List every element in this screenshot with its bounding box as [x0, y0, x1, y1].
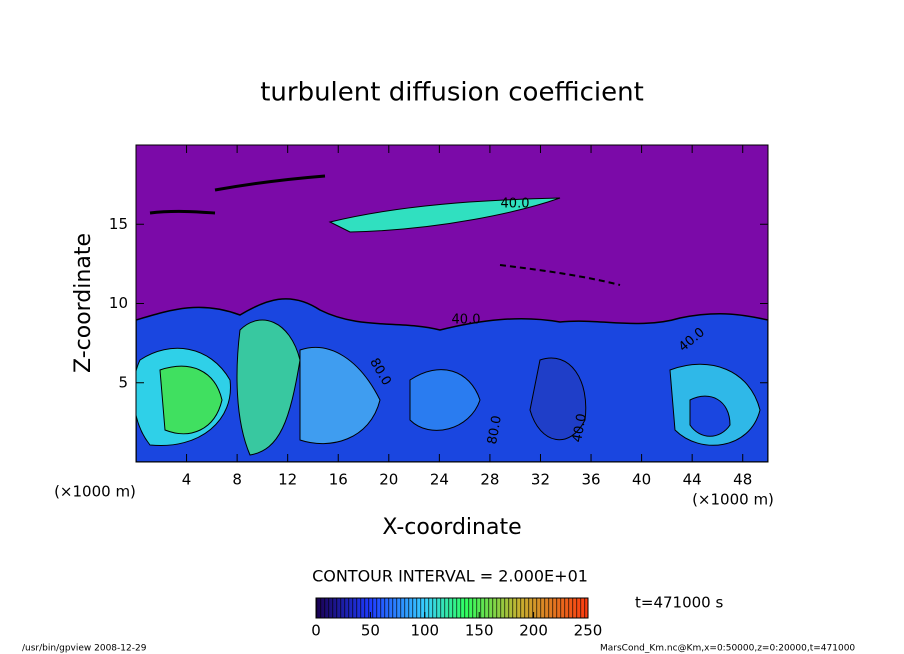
colorbar-tick-label: 150 — [465, 622, 494, 640]
x-axis-label: X-coordinate — [382, 515, 521, 540]
contour-label: 40.0 — [501, 197, 530, 212]
chart-title: turbulent diffusion coefficient — [260, 78, 644, 108]
y-tick-label: 5 — [118, 373, 128, 391]
colorbar-tick-label: 200 — [519, 622, 548, 640]
colorbar-title: CONTOUR INTERVAL = 2.000E+01 — [312, 567, 588, 586]
x-tick-label: 40 — [632, 471, 651, 489]
y-axis-label: Z-coordinate — [71, 233, 96, 373]
x-unit: (×1000 m) — [692, 491, 774, 509]
y-tick-label: 10 — [109, 294, 128, 312]
colorbar-tick-label: 100 — [410, 622, 439, 640]
x-tick-label: 24 — [430, 471, 449, 489]
x-tick-label: 32 — [531, 471, 550, 489]
x-tick-label: 12 — [278, 471, 297, 489]
footer-right: MarsCond_Km.nc@Km,x=0:50000,z=0:20000,t=… — [600, 644, 855, 654]
colorbar-tick-label: 50 — [361, 622, 380, 640]
contour-label: 40.0 — [570, 412, 590, 443]
x-tick-label: 20 — [379, 471, 398, 489]
footer-left: /usr/bin/gpview 2008-12-29 — [22, 644, 147, 654]
time-label: t=471000 s — [635, 594, 723, 612]
x-tick-label: 28 — [480, 471, 499, 489]
contour-label: 40.0 — [452, 313, 481, 328]
colorbar-frame — [315, 597, 589, 619]
colorbar-tick-label: 0 — [311, 622, 321, 640]
x-tick-label: 48 — [733, 471, 752, 489]
x-tick-label: 44 — [683, 471, 702, 489]
field — [136, 145, 768, 462]
y-tick-label: 15 — [109, 215, 128, 233]
x-tick-label: 36 — [581, 471, 600, 489]
x-tick-label: 16 — [329, 471, 348, 489]
x-tick-label: 8 — [232, 471, 242, 489]
contour-label: 80.0 — [485, 414, 505, 445]
x-tick-label: 4 — [182, 471, 192, 489]
colorbar-tick-label: 250 — [574, 622, 603, 640]
y-unit: (×1000 m) — [54, 483, 136, 501]
